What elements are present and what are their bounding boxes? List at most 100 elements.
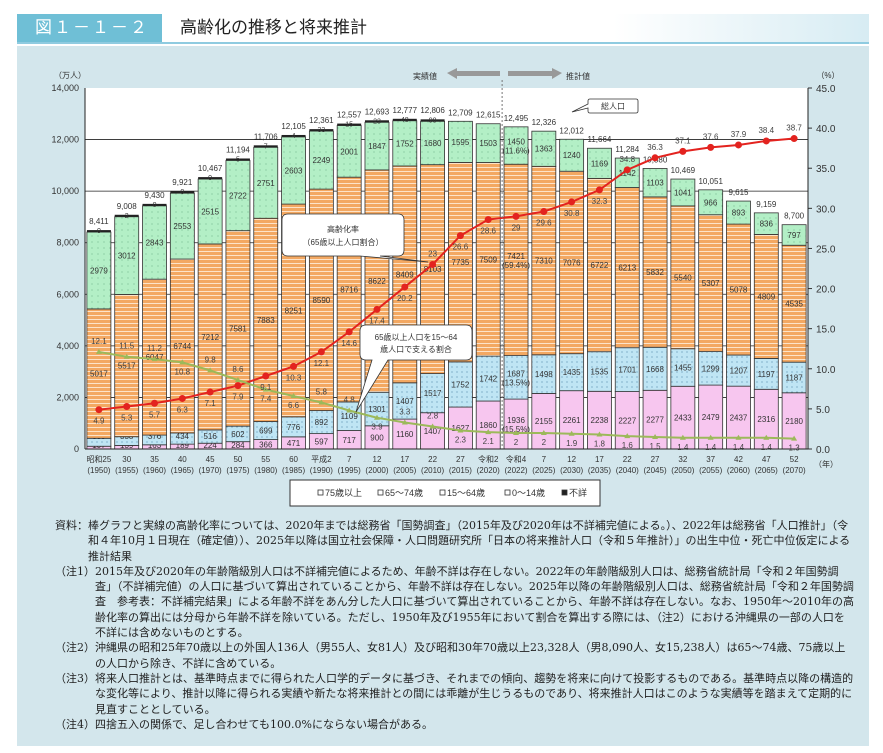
bar-value-label: 163	[148, 441, 162, 450]
bar-unknown-label: 5	[236, 156, 240, 163]
y-tick-label-right: 30.0	[816, 204, 836, 215]
bar-value-label: 2979	[90, 266, 108, 275]
x-tick-label: 平成2	[311, 454, 332, 464]
bar-value-label: 1752	[396, 139, 414, 148]
bar-total-label: 9,921	[172, 178, 193, 187]
bar-value-label: 3012	[118, 252, 136, 261]
note-body: 四捨五入の関係で、足し合わせても100.0%にならない場合がある。	[95, 717, 433, 731]
bar-value-label: 2227	[618, 416, 636, 425]
x-tick-label: 55	[261, 455, 270, 464]
x-tick-label: 40	[178, 455, 187, 464]
bar-total-label: 9,159	[756, 200, 777, 209]
aging-rate-point	[95, 406, 103, 414]
bar-value-label: 1742	[479, 375, 497, 384]
bar-value-label: 2238	[591, 416, 609, 425]
bar-value-label: 2479	[702, 413, 720, 422]
bar-value-label: 189	[176, 441, 190, 450]
aging-rate-label: 26.6	[453, 243, 469, 252]
note-head: （注1）	[55, 564, 95, 578]
bar-segment-0-14	[364, 121, 390, 171]
support-ratio-point	[763, 434, 770, 440]
bar-segment-65-74	[559, 353, 585, 392]
bar-value-label: 1498	[535, 370, 553, 379]
bar-total-label: 12,777	[393, 106, 418, 115]
bar-segment-0-14	[281, 136, 306, 205]
legend-swatch	[317, 489, 324, 496]
bar-value-label: 1363	[535, 145, 553, 154]
x-tick-label: 32	[678, 455, 687, 464]
bar-segment-15-64	[753, 234, 779, 359]
bar-segment-15-64	[670, 205, 696, 350]
bar-segment-65-74	[670, 348, 696, 387]
figure-title: 高齢化の推移と将来推計	[180, 18, 367, 38]
x-tick-year: (2065)	[755, 466, 778, 475]
y-tick-label-left: 8,000	[56, 238, 79, 248]
bar-segment-unknown	[420, 119, 445, 122]
note-body: 沖縄県の昭和25年70歳以上の外国人136人（男55人、女81人）及び昭和30年…	[95, 641, 846, 670]
support-ratio-point	[707, 434, 714, 440]
bar-value-label: 1160	[396, 430, 414, 439]
bar-total-label: 12,806	[420, 106, 445, 115]
support-ratio-label: 2.3	[455, 436, 467, 445]
bar-segment-15-64	[726, 223, 751, 356]
support-ratio-label: 1.4	[705, 443, 717, 452]
bar-segment-15-64	[587, 177, 612, 353]
note-3: （注3） 将来人口推計とは、基準時点までに得られた人口学的データに基づき、それまで…	[55, 671, 855, 717]
x-tick-year: (1975)	[226, 466, 249, 475]
bar-segment-15-64	[475, 162, 501, 357]
bar-value-label: 7076	[563, 258, 581, 267]
bar-segment-75plus	[614, 391, 640, 450]
bar-value-label: 1668	[646, 365, 664, 374]
bar-value-label: 1435	[563, 368, 581, 377]
bar-value-label: 8409	[396, 270, 414, 279]
note-source: 資料： 棒グラフと実線の高齢化率については、2020年までは総務省「国勢調査」（2…	[55, 518, 855, 564]
aging-rate-label: 38.7	[786, 124, 802, 133]
bar-total-label: 11,664	[588, 135, 612, 144]
x-tick-year: (2070)	[783, 466, 806, 475]
bar-total-label: 12,326	[532, 118, 557, 127]
bar-total-label: 12,105	[281, 122, 306, 131]
bar-value-label: 2553	[173, 222, 191, 231]
bar-value-label: 7883	[257, 316, 275, 325]
bar-segment-unknown	[198, 177, 223, 180]
aging-rate-point	[290, 362, 298, 370]
bar-total-label: 11,706	[254, 132, 278, 141]
y-tick-label-right: 0.0	[816, 445, 830, 456]
bar-unknown-label: 33	[317, 127, 325, 134]
aging-rate-label: 30.8	[564, 209, 580, 218]
y-tick-label-right: 45.0	[816, 84, 836, 95]
bar-value-label: 699	[259, 427, 273, 436]
x-tick-label: 30	[122, 455, 131, 464]
x-tick-year: (1960)	[143, 466, 166, 475]
bar-value-label: 6722	[591, 261, 609, 270]
bar-value-label: 2180	[785, 417, 803, 426]
bar-value-label: 2249	[312, 156, 330, 165]
bar-value-label: 5017	[90, 370, 108, 379]
bar-value-label: 1680	[424, 139, 442, 148]
bar-segment-65-74	[781, 361, 807, 394]
bar-segment-15-64	[225, 230, 251, 427]
support-ratio-label: 9.8	[205, 355, 217, 364]
bar-unknown-label: 23	[373, 118, 381, 125]
bar-value-label: 8251	[285, 306, 303, 315]
bar-segment-0-14	[531, 130, 557, 167]
bar-value-label: 376	[148, 432, 162, 441]
bar-value-label: 2155	[535, 417, 553, 426]
x-tick-label: 昭和25	[86, 455, 111, 464]
x-tick-label: 22	[428, 455, 437, 464]
legend-swatch	[561, 489, 568, 496]
aging-rate-label: 23	[428, 249, 437, 258]
bar-segment-0-14	[503, 126, 529, 165]
support-ratio-label: 7.4	[260, 395, 272, 404]
bar-value-label: 1299	[702, 364, 720, 373]
x-tick-year: (2060)	[727, 466, 750, 475]
bar-value-label: 1752	[452, 380, 470, 389]
bar-value-label: 2843	[146, 239, 164, 248]
bar-value-label: 8103	[424, 265, 442, 274]
support-ratio-label: 1.3	[789, 444, 801, 453]
bar-value-label: 4809	[757, 292, 775, 301]
bar-value-label: 7509	[479, 255, 497, 264]
bar-value-label: 1407	[424, 427, 442, 436]
support-ratio-label: 12.1	[91, 337, 107, 346]
